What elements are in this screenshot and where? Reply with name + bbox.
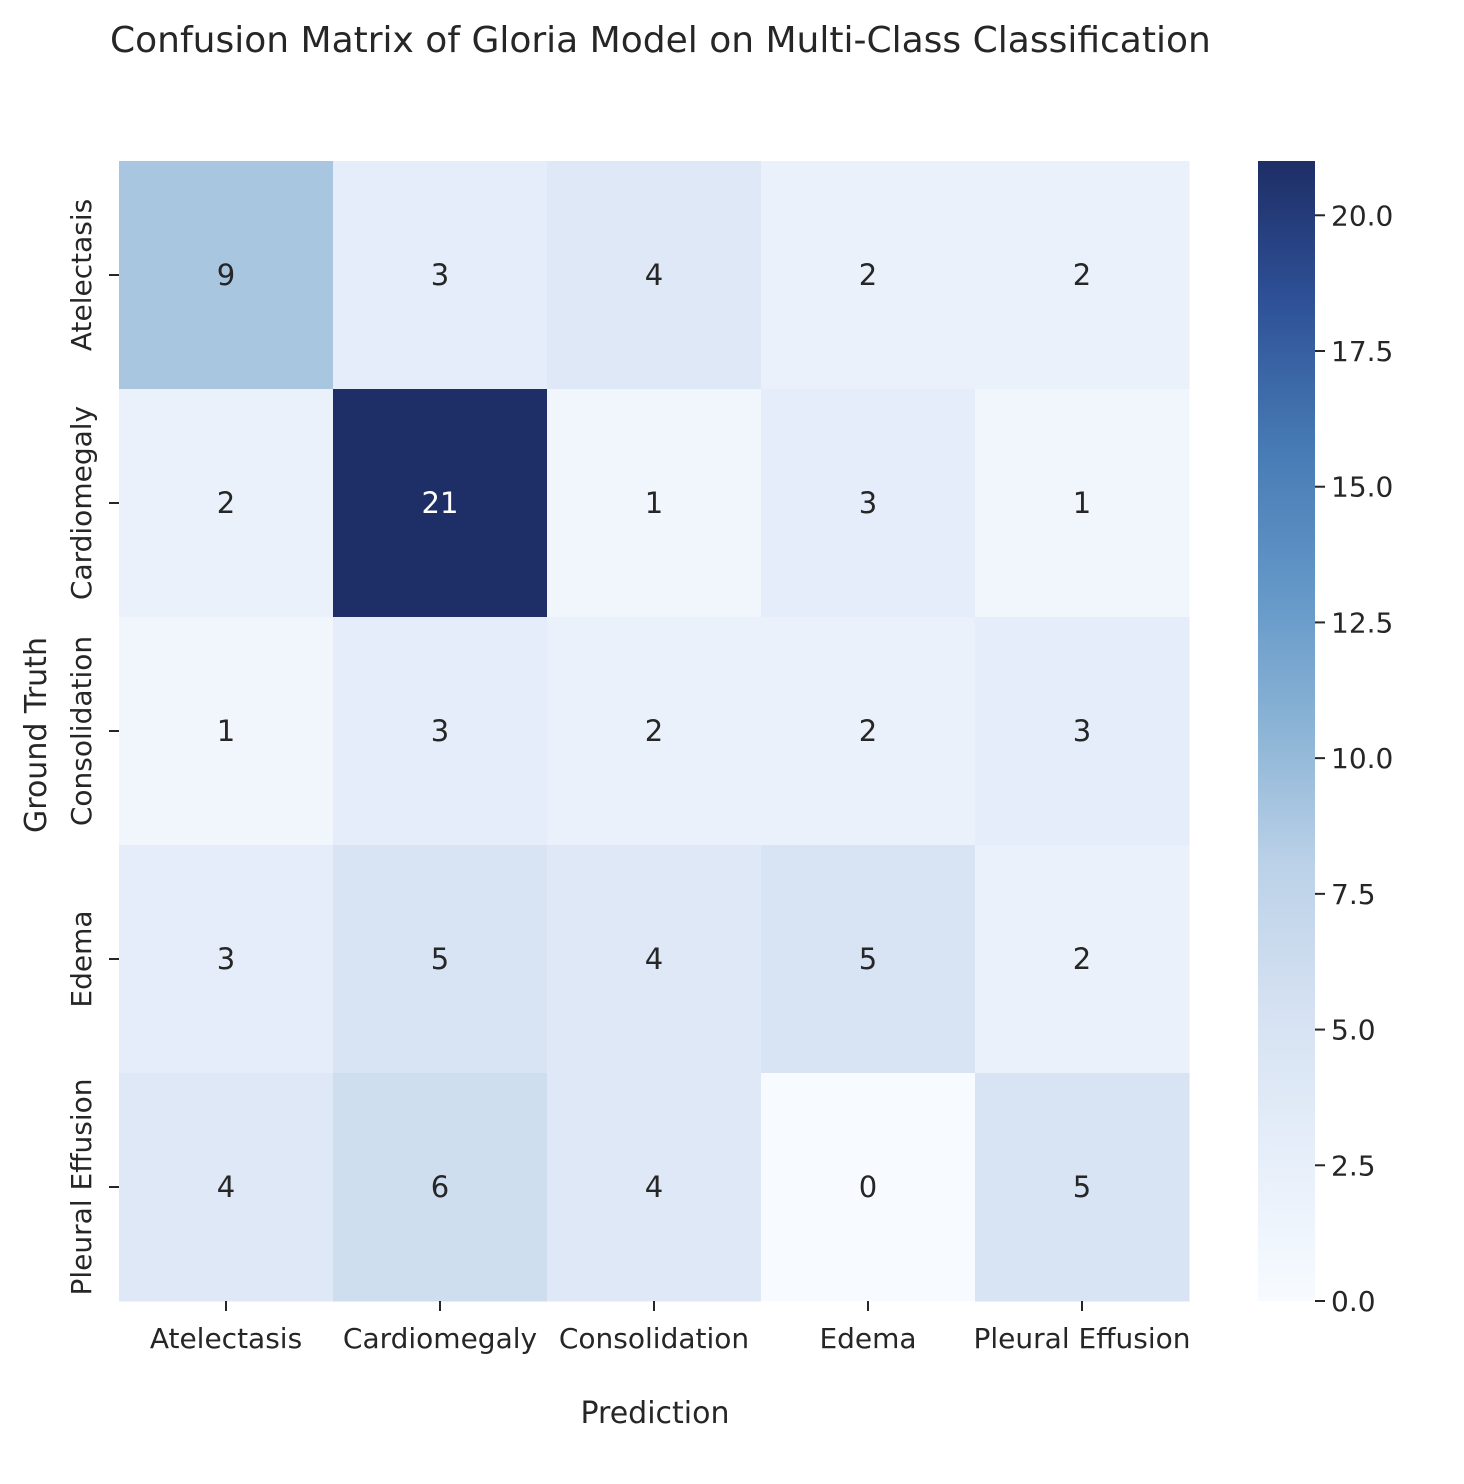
y-tick-label: Pleural Effusion — [65, 1079, 98, 1296]
cell-value-label: 4 — [645, 942, 663, 976]
heatmap-cell — [333, 845, 548, 1074]
cell-value-label: 4 — [217, 1170, 235, 1204]
y-axis-title: Ground Truth — [19, 637, 54, 833]
cell-value-label: 9 — [217, 258, 235, 292]
heatmap-cell — [975, 161, 1190, 390]
cell-value-label: 0 — [859, 1170, 877, 1204]
cell-value-label: 6 — [431, 1170, 449, 1204]
heatmap-cell — [975, 389, 1190, 618]
colorbar-tick-label: 12.5 — [1331, 606, 1393, 639]
cell-value-label: 2 — [859, 258, 877, 292]
cell-value-label: 3 — [859, 486, 877, 520]
heatmap-cell — [547, 161, 762, 390]
heatmap-cell — [761, 617, 976, 846]
cell-value-label: 4 — [645, 1170, 663, 1204]
heatmap-cell — [333, 161, 548, 390]
colorbar-tick-label: 7.5 — [1331, 878, 1376, 911]
cell-value-label: 2 — [645, 714, 663, 748]
cell-value-label: 21 — [422, 486, 459, 520]
cell-value-label: 4 — [645, 258, 663, 292]
x-tick-label: Atelectasis — [150, 1322, 302, 1355]
x-axis-title: Prediction — [580, 1396, 729, 1431]
cell-value-label: 2 — [217, 486, 235, 520]
x-tick-label: Pleural Effusion — [974, 1322, 1191, 1355]
cell-value-label: 3 — [217, 942, 235, 976]
colorbar-tick-label: 2.5 — [1331, 1149, 1376, 1182]
heatmap-cell — [333, 389, 548, 618]
cell-value-label: 1 — [1073, 486, 1091, 520]
heatmap-cell — [119, 845, 334, 1074]
cell-value-label: 1 — [645, 486, 663, 520]
cell-value-label: 5 — [859, 942, 877, 976]
heatmap-cell — [761, 1073, 976, 1302]
heatmap-cell — [547, 845, 762, 1074]
heatmap-cell — [975, 617, 1190, 846]
cell-value-label: 2 — [1073, 942, 1091, 976]
cell-value-label: 3 — [431, 714, 449, 748]
heatmap-cell — [333, 1073, 548, 1302]
cell-value-label: 5 — [1073, 1170, 1091, 1204]
x-axis-ticks: Atelectasis Cardiomegaly Consolidation Edem… — [150, 1301, 1191, 1355]
chart-title: Confusion Matrix of Gloria Model on Mult… — [110, 20, 1211, 61]
heatmap-cell — [547, 617, 762, 846]
y-tick-label: Edema — [65, 910, 98, 1007]
heatmap-cell — [119, 389, 334, 618]
y-tick-label: Atelectasis — [65, 199, 98, 351]
y-tick-label: Cardiomegaly — [65, 406, 98, 600]
cell-value-label: 3 — [1073, 714, 1091, 748]
cell-value-label: 3 — [431, 258, 449, 292]
heatmap-cell — [333, 617, 548, 846]
heatmap-cell — [119, 1073, 334, 1302]
heatmap-cell — [119, 617, 334, 846]
heatmap-cells: 9 3 4 2 2 2 21 1 3 1 1 3 2 2 3 3 5 4 5 2 4 6 4 0 5 — [119, 161, 1190, 1302]
cell-value-label: 2 — [1073, 258, 1091, 292]
y-axis-ticks: Atelectasis Cardiomegaly Consolidation Edem… — [65, 199, 119, 1296]
cell-value-label: 1 — [217, 714, 235, 748]
heatmap-cell — [761, 161, 976, 390]
heatmap-cell — [119, 161, 334, 390]
colorbar-tick-label: 15.0 — [1331, 471, 1393, 504]
colorbar-tick-label: 10.0 — [1331, 742, 1393, 775]
colorbar-ticks: 0.0 2.5 5.0 7.5 10.0 12.5 15.0 17.5 20.0 — [1315, 199, 1393, 1318]
colorbar-tick-label: 20.0 — [1331, 199, 1393, 232]
colorbar-tick-label: 0.0 — [1331, 1285, 1376, 1318]
heatmap-cell — [975, 845, 1190, 1074]
heatmap-cell — [975, 1073, 1190, 1302]
x-tick-label: Cardiomegaly — [343, 1322, 537, 1355]
colorbar — [1258, 161, 1315, 1301]
colorbar-tick-label: 17.5 — [1331, 335, 1393, 368]
x-tick-label: Consolidation — [559, 1322, 749, 1355]
cell-value-label: 2 — [859, 714, 877, 748]
colorbar-tick-label: 5.0 — [1331, 1014, 1376, 1047]
heatmap-cell — [761, 389, 976, 618]
heatmap-cell — [547, 389, 762, 618]
cell-value-label: 5 — [431, 942, 449, 976]
y-tick-label: Consolidation — [65, 636, 98, 826]
heatmap-cell — [761, 845, 976, 1074]
x-tick-label: Edema — [819, 1322, 916, 1355]
heatmap-cell — [547, 1073, 762, 1302]
